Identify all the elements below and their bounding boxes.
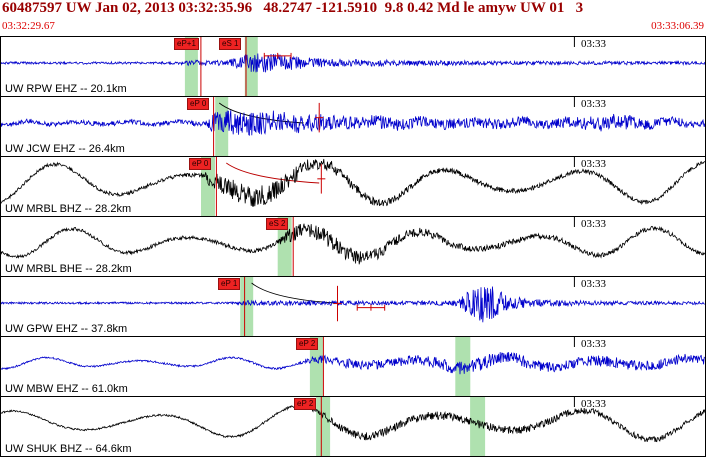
- highlight-band: [309, 337, 323, 396]
- event-header: 60487597 UW Jan 02, 2013 03:32:35.96 48.…: [2, 0, 584, 16]
- highlight-band: [184, 37, 198, 96]
- pick-flag[interactable]: eP 2: [296, 338, 319, 350]
- seismic-trace: [1, 404, 705, 443]
- pick-flag[interactable]: eP 1: [218, 278, 241, 290]
- seismic-trace: [1, 53, 705, 73]
- trace-panels: eP+1 eS 1 UW RPW EHZ -- 20.1km 03:33 eP 0 UW …: [0, 36, 706, 457]
- highlight-band: [470, 397, 486, 456]
- coda-decay-curve: [218, 102, 304, 124]
- waveform-svg: [1, 37, 705, 96]
- seismic-trace: [1, 286, 705, 323]
- waveform-svg: [1, 157, 705, 216]
- trace-panel[interactable]: eP 0 UW MRBL BHZ -- 28.2km 03:33: [1, 157, 705, 217]
- minute-time-label: 03:33: [581, 218, 607, 230]
- trace-panel[interactable]: eP+1 eS 1 UW RPW EHZ -- 20.1km 03:33: [1, 37, 705, 97]
- waveform-svg: [1, 277, 705, 336]
- trace-panel[interactable]: eP 0 UW JCW EHZ -- 26.4km 03:33: [1, 97, 705, 157]
- coda-decay-curve: [251, 282, 335, 304]
- station-label: UW MRBL BHZ -- 28.2km: [5, 203, 132, 215]
- minute-time-label: 03:33: [581, 38, 607, 50]
- highlight-band: [201, 157, 215, 216]
- waveform-svg: [1, 97, 705, 156]
- minute-time-label: 03:33: [581, 398, 607, 410]
- minute-time-label: 03:33: [581, 158, 607, 170]
- seismic-trace: [1, 352, 705, 375]
- station-label: UW JCW EHZ -- 26.4km: [5, 143, 125, 155]
- seismic-trace: [1, 110, 705, 136]
- pick-flag[interactable]: eP 2: [294, 398, 317, 410]
- trace-panel[interactable]: eS 2 UW MRBL BHE -- 28.2km 03:33: [1, 217, 705, 277]
- station-label: UW MRBL BHE -- 28.2km: [5, 263, 132, 275]
- coda-decay-curve: [226, 162, 320, 184]
- highlight-band: [240, 277, 254, 336]
- minute-time-label: 03:33: [581, 278, 607, 290]
- window-start-time: 03:32:29.67: [2, 20, 55, 32]
- highlight-band: [455, 337, 471, 396]
- pick-flag[interactable]: eP+1: [174, 38, 199, 50]
- pick-flag[interactable]: eP 0: [189, 158, 212, 170]
- trace-panel[interactable]: eP 2 UW SHUK BHZ -- 64.6km 03:33: [1, 397, 705, 456]
- pick-flag[interactable]: eP 0: [187, 98, 210, 110]
- station-label: UW GPW EHZ -- 37.8km: [5, 323, 128, 335]
- window-end-time: 03:33:06.39: [651, 20, 704, 32]
- station-label: UW RPW EHZ -- 20.1km: [5, 83, 127, 95]
- waveform-svg: [1, 337, 705, 396]
- seismic-trace: [1, 158, 705, 207]
- waveform-svg: [1, 217, 705, 276]
- station-label: UW MBW EHZ -- 61.0km: [5, 383, 128, 395]
- minute-time-label: 03:33: [581, 98, 607, 110]
- waveform-svg: [1, 397, 705, 456]
- trace-panel[interactable]: eP 1 UW GPW EHZ -- 37.8km 03:33: [1, 277, 705, 337]
- minute-time-label: 03:33: [581, 338, 607, 350]
- pick-flag[interactable]: eS 2: [266, 218, 289, 230]
- station-label: UW SHUK BHZ -- 64.6km: [5, 443, 132, 455]
- trace-panel[interactable]: eP 2 UW MBW EHZ -- 61.0km 03:33: [1, 337, 705, 397]
- highlight-band: [316, 397, 331, 456]
- time-window-bar: 03:32:29.67 03:33:06.39: [0, 20, 706, 36]
- seismic-trace: [1, 223, 705, 265]
- pick-flag[interactable]: eS 1: [219, 38, 242, 50]
